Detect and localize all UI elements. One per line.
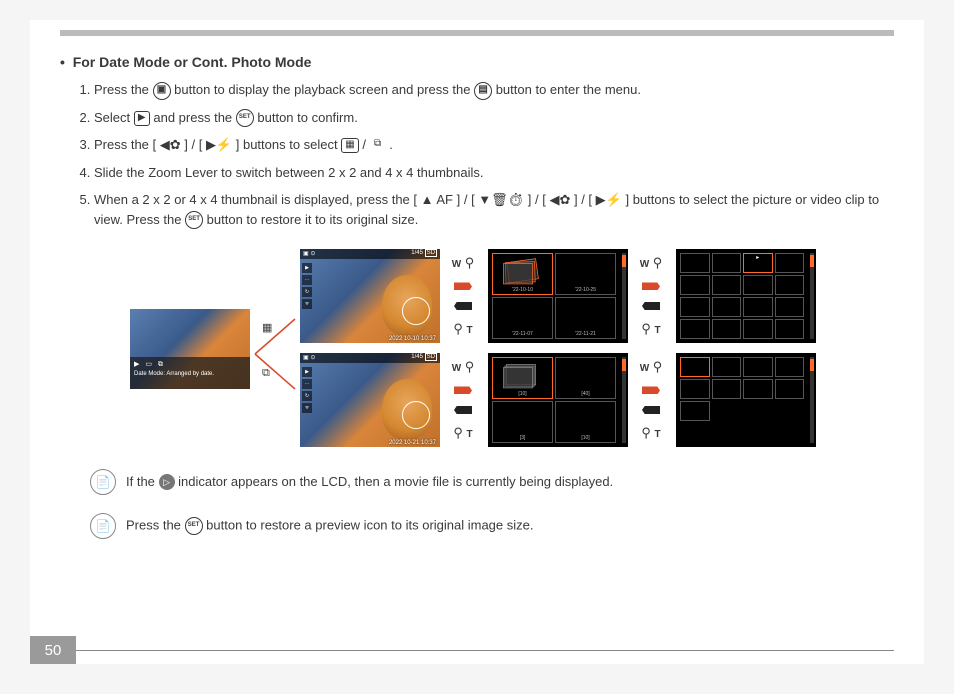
down-trash-icon: ▼🗑⏱ <box>478 192 524 207</box>
instruction-list: Press the ▣ button to display the playba… <box>94 80 894 229</box>
up-af-icon: ▲ AF <box>421 192 453 207</box>
set-button-icon: SET <box>236 109 254 127</box>
right-flash-icon: ▶⚡ <box>206 137 232 152</box>
note-set-restore: 📄 Press the SET button to restore a prev… <box>90 513 894 539</box>
set-button-icon-3: SET <box>185 517 203 535</box>
playback-button-icon: ▣ <box>153 82 171 100</box>
grid-2x2-dates: '22-10-10 '22-10-25 '22-11-07 '22-11-21 <box>488 249 628 343</box>
cont-mode-preview: ▣ ⊙1/45 SD ▶⋯↻ᯤ 2022 10-21 10:37 <box>300 353 440 447</box>
step-2: Select ▶ and press the SET button to con… <box>94 108 894 128</box>
overlay-label: Date Mode: Arranged by date. <box>134 371 246 377</box>
grid-4x4-top: ▸ <box>676 249 816 343</box>
thumbnail-diagram: ▶ ▭ ⧉ Date Mode: Arranged by date. ▦ ⧉ ▣… <box>120 249 894 449</box>
preview-date: 2022 10-10 10:37 <box>389 336 436 342</box>
right-flash-icon-2: ▶⚡ <box>596 192 622 207</box>
menu-button-icon: ▤ <box>474 82 492 100</box>
header-rule <box>60 30 894 36</box>
date-grid-icon: ▦ <box>341 138 358 153</box>
left-macro-icon: ◀✿ <box>160 137 181 152</box>
full-preview-thumb: ▶ ▭ ⧉ Date Mode: Arranged by date. <box>130 309 250 389</box>
preview-date-2: 2022 10-21 10:37 <box>389 440 436 446</box>
zoom-control-4: W ⚲ ⚲ T <box>636 353 666 447</box>
overlay-icon-row: ▶ ▭ ⧉ <box>134 360 246 369</box>
cont-photo-icon: ⧉ <box>370 138 386 153</box>
grid-4x4-bottom <box>676 353 816 447</box>
zoom-control-3: W ⚲ ⚲ T <box>636 249 666 343</box>
page-number: 50 <box>30 636 76 664</box>
footer-rule <box>76 650 894 651</box>
grid-2x2-counts: [10] [40] [3] [10] <box>488 353 628 447</box>
left-macro-icon-2: ◀✿ <box>549 192 570 207</box>
body-content: • For Date Mode or Cont. Photo Mode Pres… <box>30 54 924 539</box>
step-1: Press the ▣ button to display the playba… <box>94 80 894 100</box>
step-4: Slide the Zoom Lever to switch between 2… <box>94 163 894 183</box>
branch-lines <box>250 309 300 399</box>
note-icon: 📄 <box>90 469 116 495</box>
manual-page: • For Date Mode or Cont. Photo Mode Pres… <box>30 20 924 664</box>
play-rect-icon: ▶ <box>134 111 150 126</box>
date-mode-preview: ▣ ⊙1/45 SD ▶⋯↻ᯤ 2022 10-10 10:37 <box>300 249 440 343</box>
preview-overlay: ▶ ▭ ⧉ Date Mode: Arranged by date. <box>130 357 250 389</box>
heading-text: For Date Mode or Cont. Photo Mode <box>73 54 312 70</box>
set-button-icon-2: SET <box>185 211 203 229</box>
section-heading: • For Date Mode or Cont. Photo Mode <box>60 54 894 70</box>
step-5: When a 2 x 2 or 4 x 4 thumbnail is displ… <box>94 190 894 229</box>
movie-indicator-icon: ▷ <box>159 474 175 490</box>
step-3: Press the [ ◀✿ ] / [ ▶⚡ ] buttons to sel… <box>94 135 894 155</box>
note-icon-2: 📄 <box>90 513 116 539</box>
note-movie-indicator: 📄 If the ▷ indicator appears on the LCD,… <box>90 469 894 495</box>
zoom-control-2: W ⚲ ⚲ T <box>448 353 478 447</box>
zoom-control-1: W ⚲ ⚲ T <box>448 249 478 343</box>
